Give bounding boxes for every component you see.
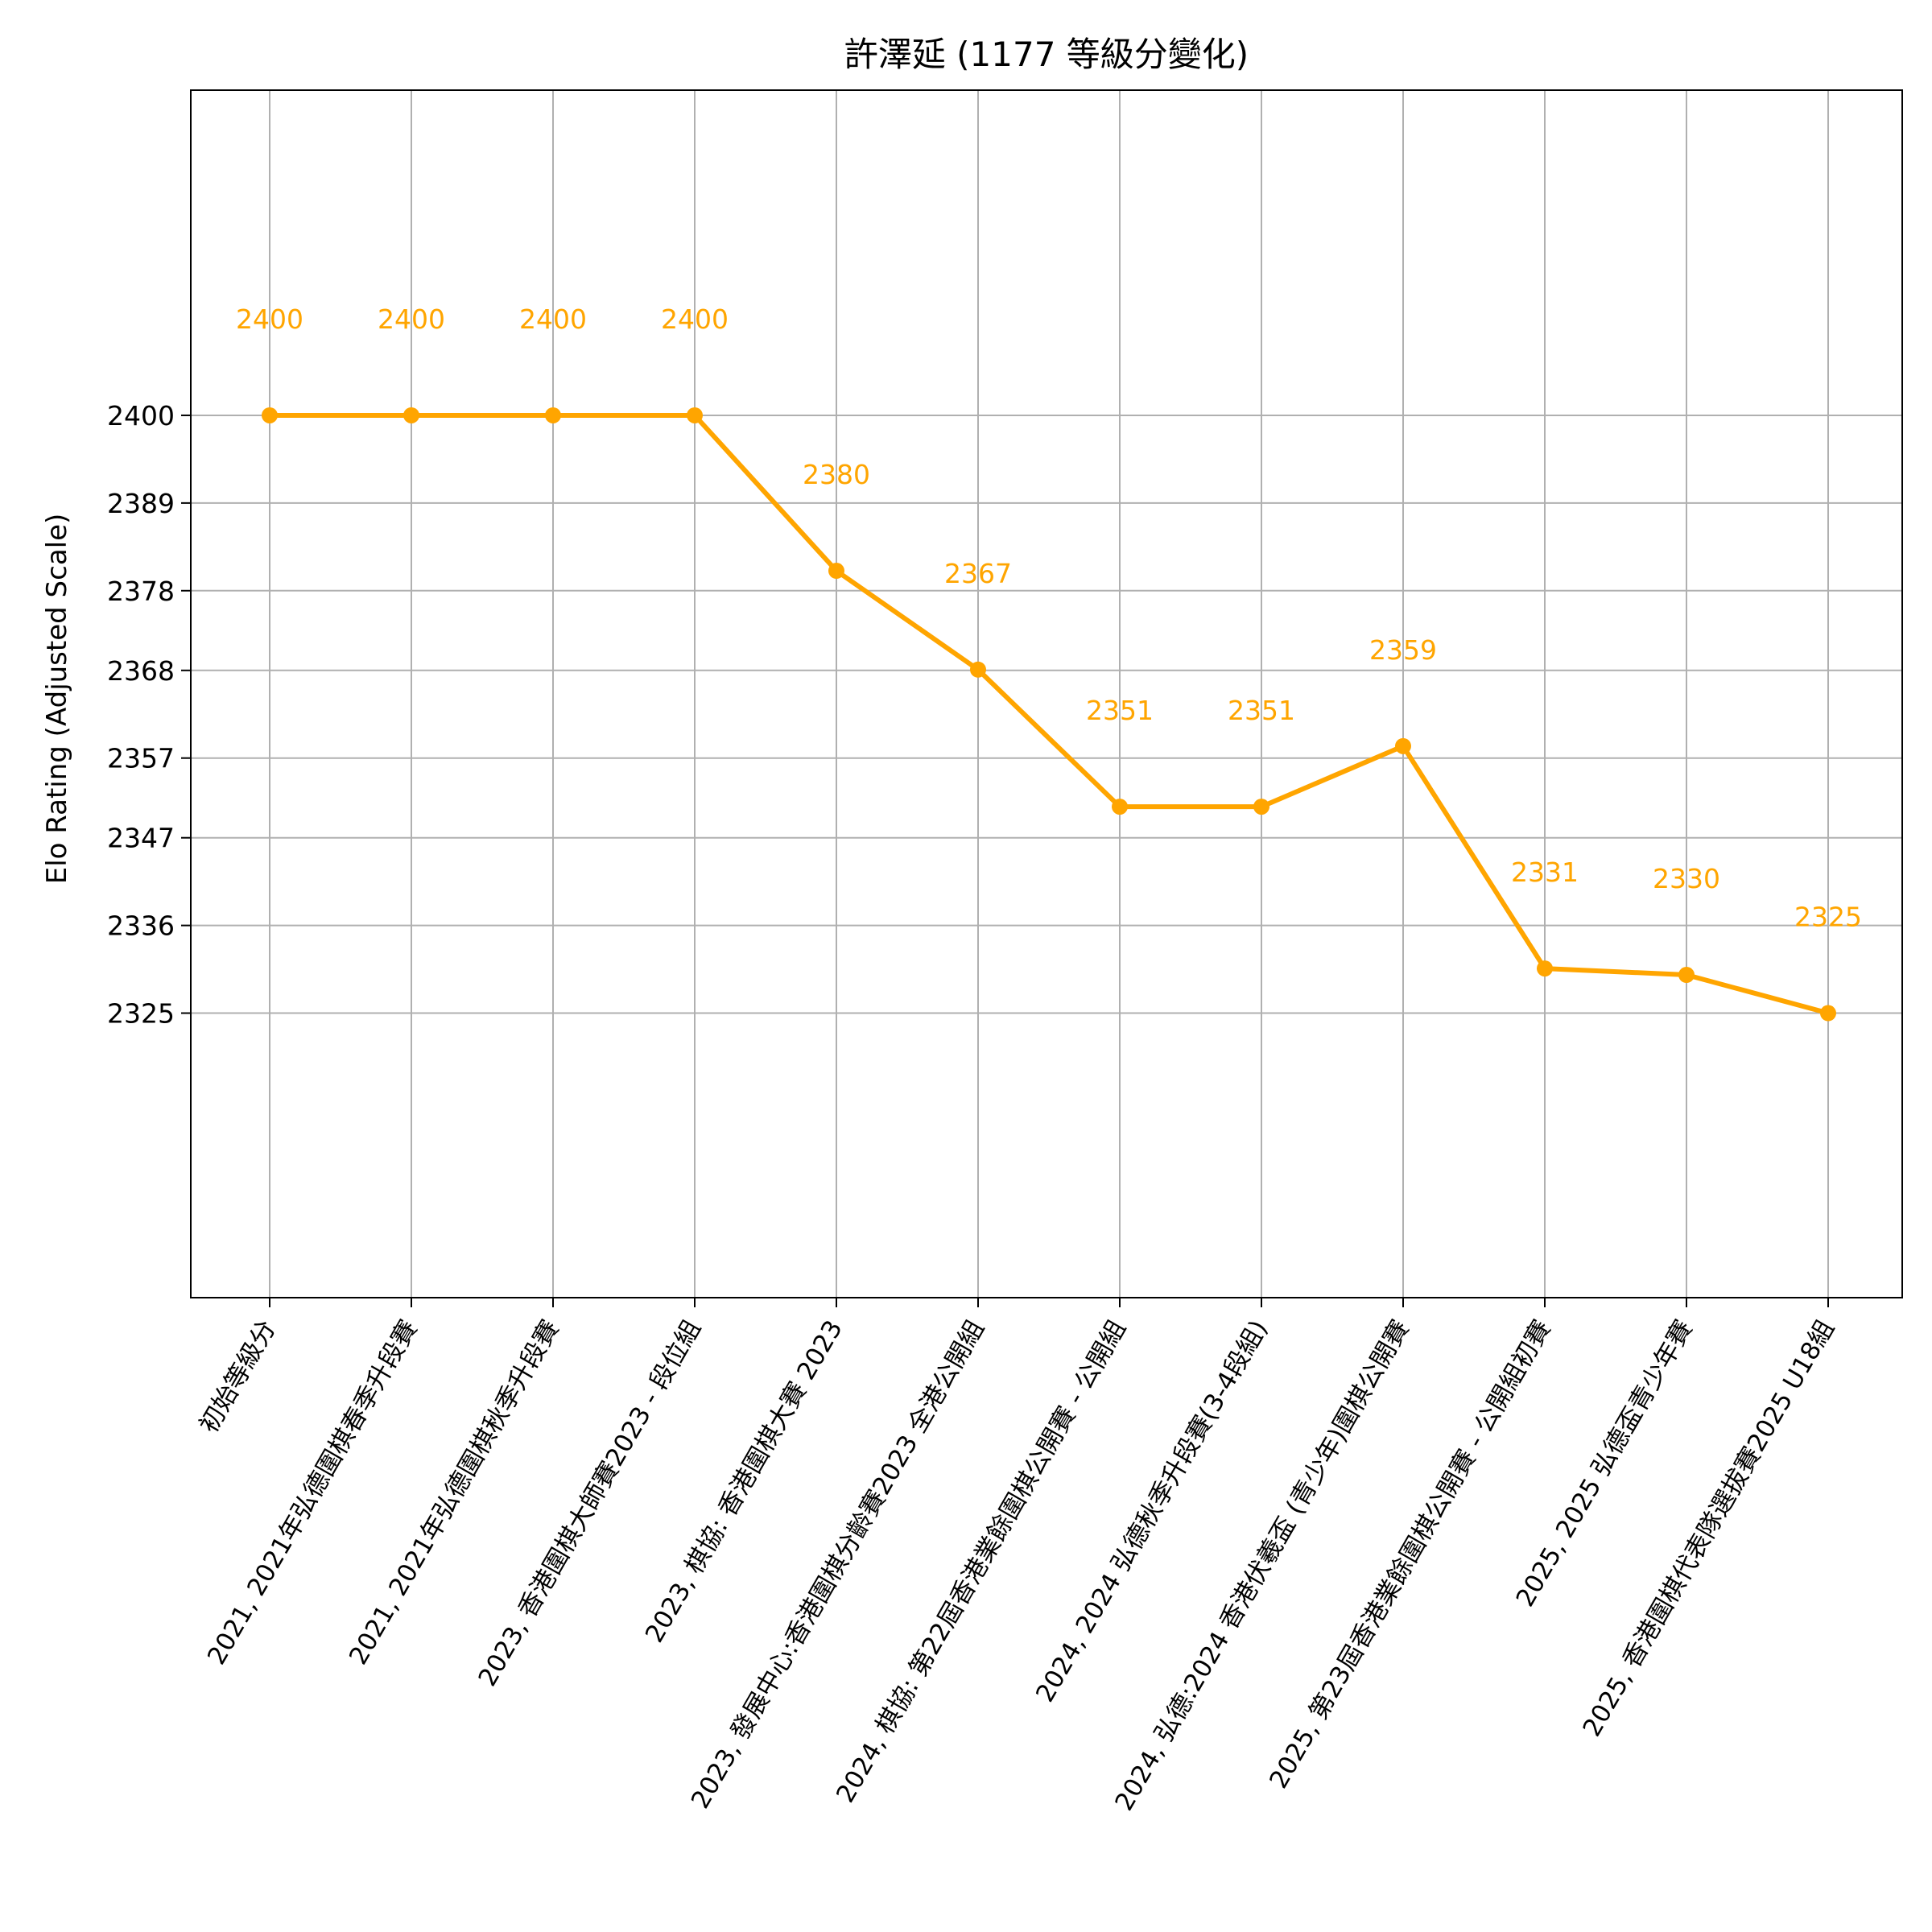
data-label: 2359: [1369, 634, 1437, 666]
data-label: 2351: [1086, 695, 1154, 726]
data-point: [262, 407, 278, 423]
plot-frame: [190, 89, 1903, 1298]
data-point: [1537, 960, 1553, 977]
y-tick-label: 2336: [107, 910, 175, 942]
data-point: [545, 407, 561, 423]
data-point: [828, 563, 844, 580]
chart-title: 許澤延 (1177 等級分變化): [844, 35, 1249, 74]
data-label: 2400: [378, 303, 445, 335]
y-tick-label: 2368: [107, 655, 175, 687]
y-tick-label: 2347: [107, 823, 175, 854]
y-tick-label: 2325: [107, 998, 175, 1030]
y-tick-label: 2400: [107, 400, 175, 431]
data-label: 2325: [1794, 902, 1862, 933]
data-label: 2380: [803, 459, 870, 490]
data-label: 2400: [519, 303, 587, 335]
data-label: 2330: [1653, 863, 1720, 894]
grid-lines: [191, 90, 1902, 1298]
data-point: [1820, 1005, 1836, 1022]
series-line: [267, 412, 1831, 1016]
y-tick-label: 2378: [107, 576, 175, 607]
data-labels: 2400 2400 2400 2400 2380 2367 2351 2351 2359 2331…: [236, 303, 1862, 933]
y-tick-label: 2389: [107, 488, 175, 519]
data-point: [970, 661, 986, 678]
data-point: [1678, 967, 1695, 984]
data-label: 2400: [661, 303, 729, 335]
data-label: 2351: [1228, 695, 1295, 726]
data-label: 2367: [944, 558, 1012, 589]
y-tick-label: 2357: [107, 743, 175, 774]
data-label: 2400: [236, 303, 303, 335]
y-axis-label: Elo Rating (Adjusted Scale): [41, 514, 73, 885]
data-points: [262, 407, 1836, 1022]
data-point: [1395, 737, 1411, 754]
data-point: [687, 407, 703, 423]
y-tick-labels: 2400 2389 2378 2368 2357 2347 2336 2325: [107, 400, 175, 1030]
tick-marks: [181, 414, 1829, 1307]
data-label: 2331: [1511, 857, 1579, 888]
data-point: [403, 407, 419, 423]
data-point: [1253, 799, 1269, 815]
data-point: [1112, 799, 1128, 815]
